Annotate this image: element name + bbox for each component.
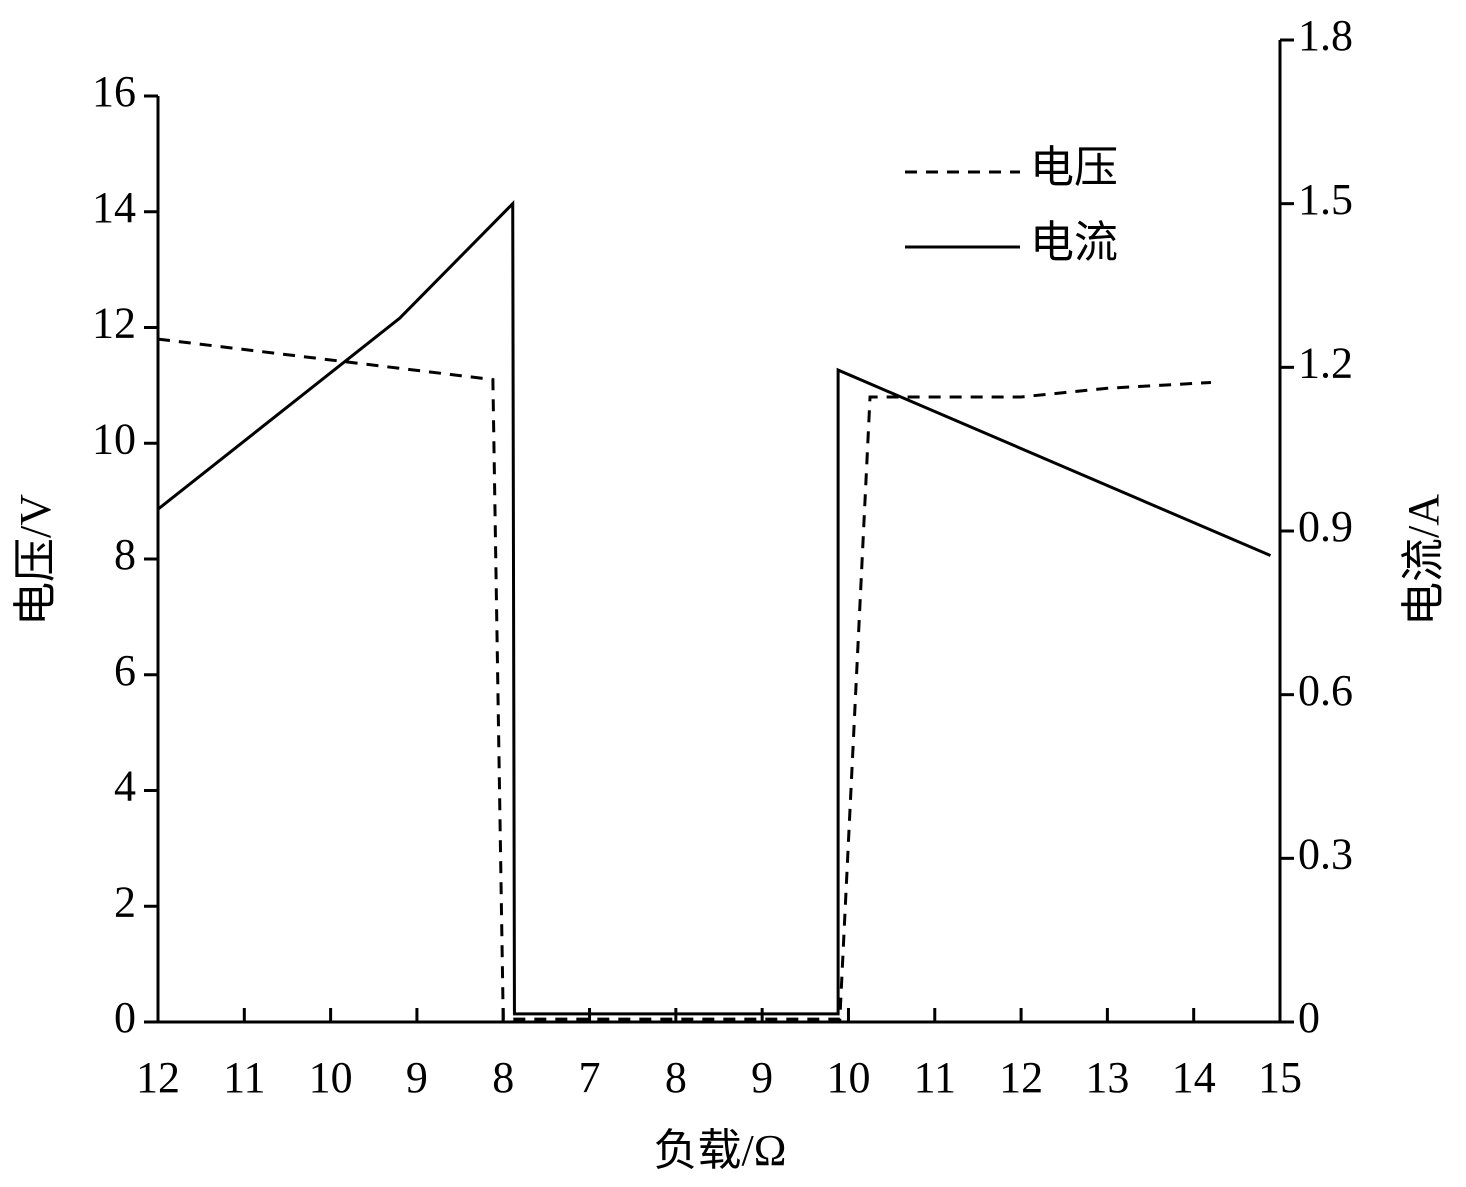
y2-tick-label: 1.2 xyxy=(1298,338,1353,387)
y-tick-label: 8 xyxy=(114,530,136,579)
y-tick-label: 4 xyxy=(114,762,136,811)
x-tick-label: 8 xyxy=(492,1053,514,1102)
y2-axis-label: 电流/A xyxy=(1399,494,1448,626)
x-tick-label: 7 xyxy=(579,1053,601,1102)
x-axis-label: 负载/Ω xyxy=(654,1126,787,1175)
y2-tick-label: 0.6 xyxy=(1298,666,1353,715)
y-tick-label: 0 xyxy=(114,993,136,1042)
y2-tick-label: 0 xyxy=(1298,993,1320,1042)
x-tick-label: 8 xyxy=(665,1053,687,1102)
y-tick-label: 14 xyxy=(92,183,136,232)
y2-tick-label: 1.8 xyxy=(1298,11,1353,60)
y-tick-label: 12 xyxy=(92,299,136,348)
x-tick-label: 11 xyxy=(223,1053,265,1102)
y-tick-label: 10 xyxy=(92,414,136,463)
x-tick-label: 10 xyxy=(309,1053,353,1102)
legend-label: 电流 xyxy=(1030,218,1118,267)
y-axis-label: 电压/V xyxy=(11,494,60,626)
y2-tick-label: 1.5 xyxy=(1298,175,1353,224)
x-tick-label: 15 xyxy=(1258,1053,1302,1102)
y-tick-label: 6 xyxy=(114,646,136,695)
x-tick-label: 10 xyxy=(826,1053,870,1102)
y2-tick-label: 0.3 xyxy=(1298,829,1353,878)
series-line xyxy=(157,337,1212,1021)
x-tick-label: 12 xyxy=(999,1053,1043,1102)
x-tick-label: 11 xyxy=(914,1053,956,1102)
x-tick-label: 14 xyxy=(1172,1053,1216,1102)
series-line xyxy=(157,200,1272,1016)
y-tick-label: 2 xyxy=(114,877,136,926)
legend-label: 电压 xyxy=(1030,143,1118,192)
x-tick-label: 13 xyxy=(1085,1053,1129,1102)
y-tick-label: 16 xyxy=(92,67,136,116)
x-tick-label: 12 xyxy=(136,1053,180,1102)
y2-tick-label: 0.9 xyxy=(1298,502,1353,551)
x-tick-label: 9 xyxy=(406,1053,428,1102)
x-tick-label: 9 xyxy=(751,1053,773,1102)
